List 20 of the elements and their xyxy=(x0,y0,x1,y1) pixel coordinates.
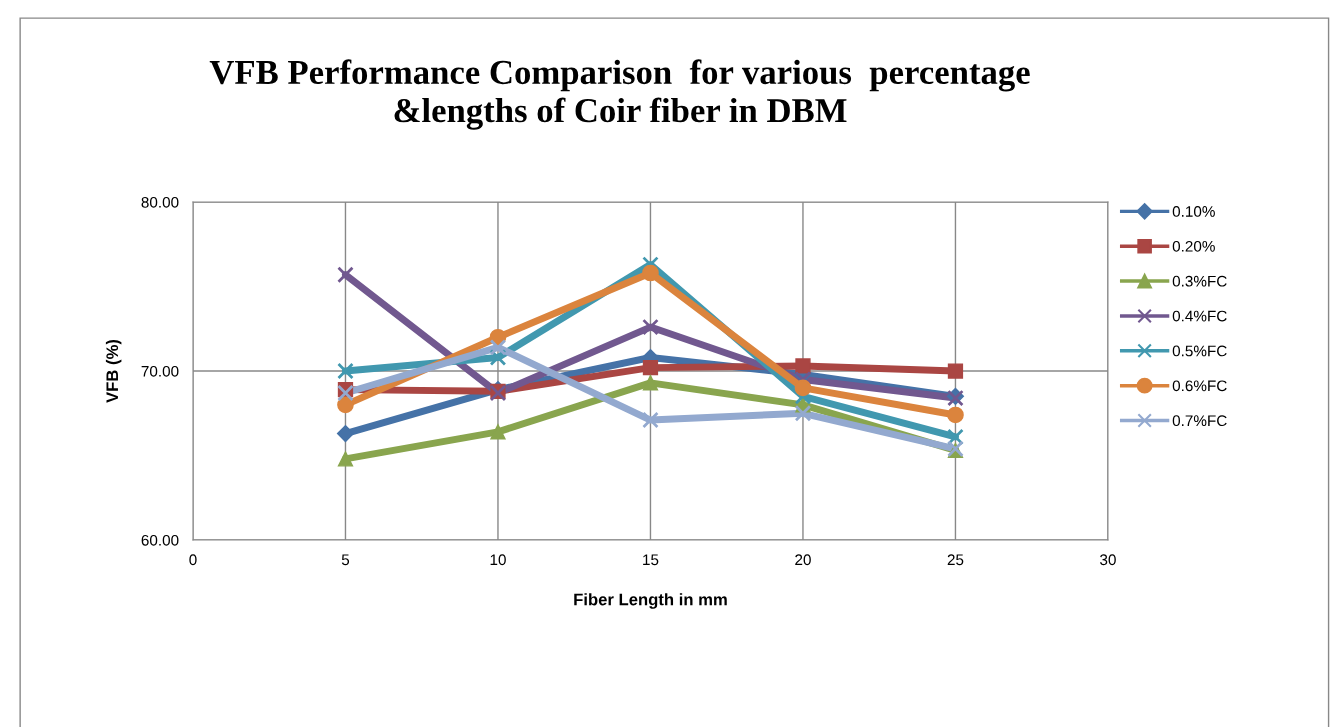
legend-label: 0.5%FC xyxy=(1172,345,1227,357)
x-tick-label: 0 xyxy=(189,554,197,566)
x-tick-label: 30 xyxy=(1100,554,1116,566)
chart-title: VFB Performance Comparison for various percentage &lengths of Coir fiber in DBM xyxy=(209,59,1030,130)
legend-label: 0.6%FC xyxy=(1172,380,1227,392)
x-tick-label: 25 xyxy=(947,554,964,566)
legend-label: 0.3%FC xyxy=(1172,275,1227,287)
legend-label: 0.7%FC xyxy=(1172,415,1227,427)
x-tick-label: 5 xyxy=(341,554,350,566)
x-tick-label: 10 xyxy=(490,554,506,566)
legend-label: 0.10% xyxy=(1172,206,1215,217)
y-tick-label: 70.00 xyxy=(141,365,179,377)
y-tick-label: 60.00 xyxy=(141,534,179,546)
y-axis-title: VFB (%) xyxy=(105,339,122,403)
x-axis-title: Fiber Length in mm xyxy=(574,593,727,609)
y-tick-label: 80.00 xyxy=(141,196,179,208)
x-tick-label: 20 xyxy=(795,554,811,566)
legend-label: 0.20% xyxy=(1172,240,1215,252)
legend-label: 0.4%FC xyxy=(1172,310,1227,322)
x-tick-label: 15 xyxy=(643,554,659,566)
